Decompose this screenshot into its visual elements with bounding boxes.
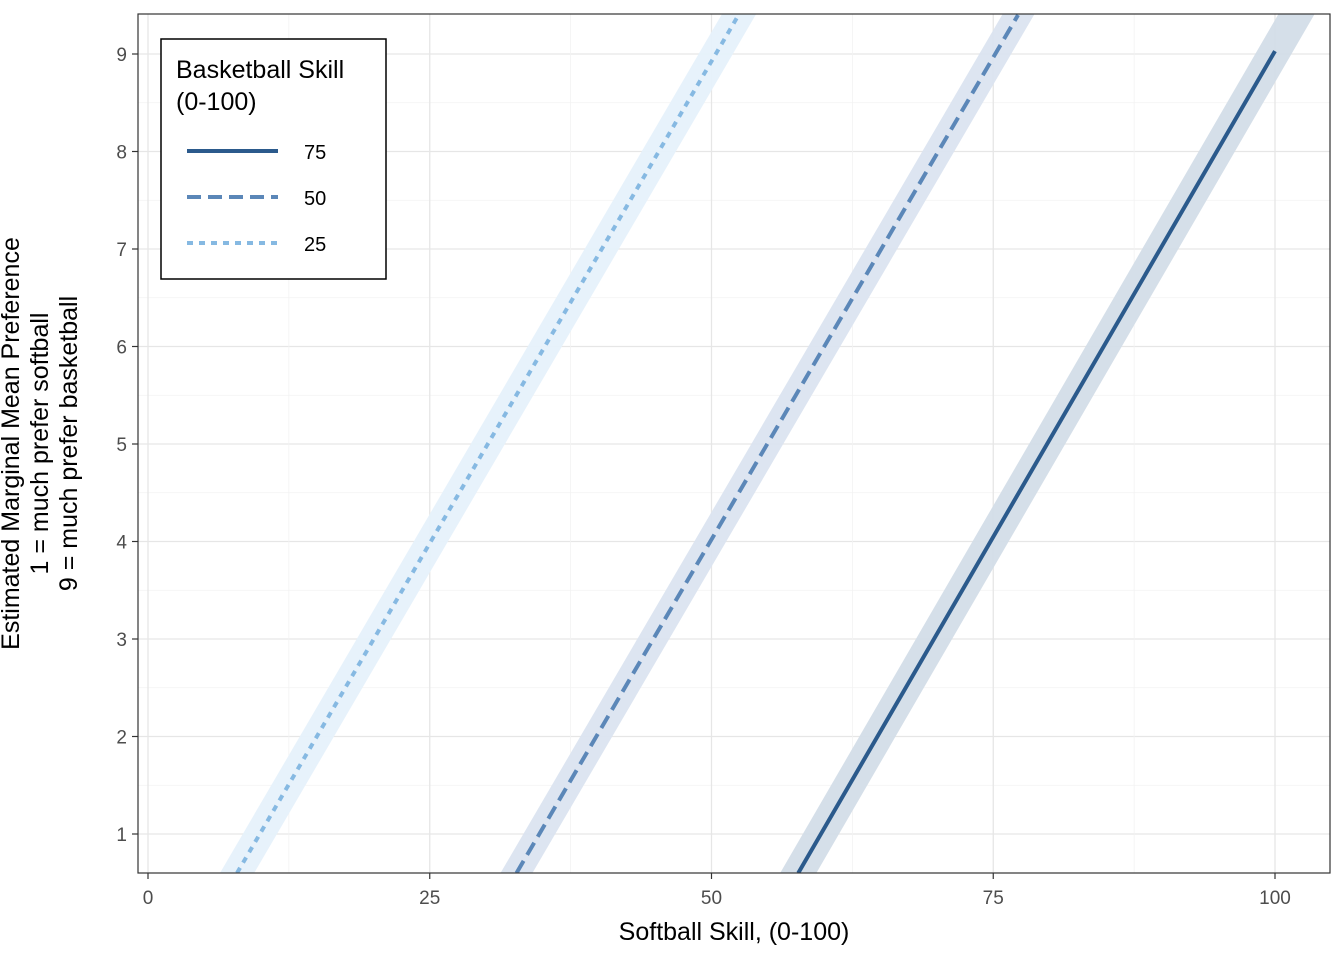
y-tick-label: 5	[116, 435, 127, 456]
x-tick-label: 50	[701, 888, 722, 909]
x-tick-label: 100	[1259, 888, 1291, 909]
legend-label-75: 75	[304, 142, 326, 164]
y-axis-title-line: Estimated Marginal Mean Preference	[0, 237, 25, 650]
line-series-50	[514, 14, 1020, 873]
legend-label-25: 25	[304, 234, 326, 256]
grid	[138, 14, 1330, 873]
y-axis-title-line: 1 = much prefer softball	[26, 313, 54, 575]
legend-title-line: Basketball Skill	[176, 56, 344, 84]
y-tick-label: 6	[116, 338, 127, 359]
y-tick-label: 4	[116, 533, 127, 554]
x-tick-label: 0	[143, 888, 154, 909]
axis-ticks: 0 25 50 75 100 1 2 3 4 5 6 7 8 9	[116, 45, 1290, 909]
series-lines	[235, 14, 1277, 873]
legend-label-50: 50	[304, 188, 326, 210]
x-tick-label: 75	[983, 888, 1004, 909]
x-tick-label: 25	[419, 888, 440, 909]
legend-title-line: (0-100)	[176, 88, 257, 116]
y-tick-label: 2	[116, 728, 127, 749]
legend: Basketball Skill (0-100) 75 50 25	[160, 38, 387, 280]
line-series-25	[235, 14, 741, 873]
y-tick-label: 1	[116, 825, 127, 846]
line-series-75	[796, 50, 1277, 873]
y-tick-label: 7	[116, 240, 127, 261]
y-tick-label: 8	[116, 143, 127, 164]
y-tick-label: 3	[116, 630, 127, 651]
x-axis-title: Softball Skill, (0-100)	[619, 918, 850, 946]
legend-box	[160, 38, 387, 280]
y-axis-title: Estimated Marginal Mean Preference1 = mu…	[0, 237, 83, 650]
band-series-50	[500, 14, 1035, 873]
y-tick-label: 9	[116, 45, 127, 66]
band-series-75	[780, 14, 1315, 873]
y-axis-title-line: 9 = much prefer basketball	[55, 296, 83, 591]
